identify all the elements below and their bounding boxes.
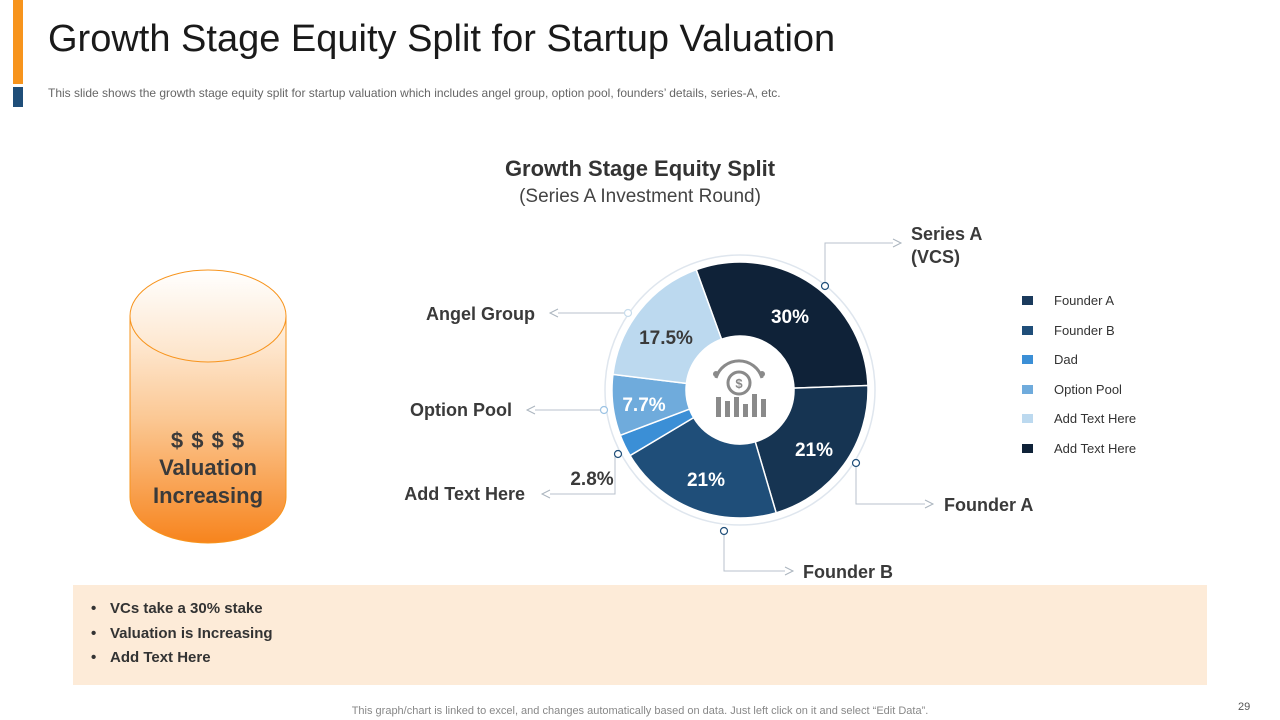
footer-note: This graph/chart is linked to excel, and… bbox=[351, 705, 929, 717]
legend-swatch bbox=[1022, 296, 1033, 306]
svg-text:$: $ bbox=[735, 376, 743, 391]
legend-item[interactable]: Add Text Here bbox=[1022, 404, 1136, 434]
legend-swatch bbox=[1022, 414, 1033, 424]
notes-box: VCs take a 30% stake Valuation is Increa… bbox=[73, 585, 1207, 685]
chart-legend: Founder A Founder B Dad Option Pool Add … bbox=[1022, 286, 1136, 463]
legend-item[interactable]: Founder B bbox=[1022, 316, 1136, 346]
legend-item[interactable]: Founder A bbox=[1022, 286, 1136, 316]
callout-founder-b: Founder B bbox=[803, 562, 893, 582]
callout-founder-a: Founder A bbox=[944, 495, 1033, 515]
valuation-icon: $ bbox=[713, 359, 766, 417]
valuation-cylinder bbox=[129, 269, 287, 544]
legend-swatch bbox=[1022, 355, 1033, 365]
note-item: VCs take a 30% stake bbox=[91, 597, 1207, 622]
legend-item[interactable]: Add Text Here bbox=[1022, 434, 1136, 464]
slice-label-angel-group: 17.5% bbox=[639, 328, 693, 349]
legend-label: Add Text Here bbox=[1054, 411, 1137, 427]
legend-swatch bbox=[1022, 325, 1033, 335]
legend-item[interactable]: Option Pool bbox=[1022, 375, 1136, 405]
page-number: 29 bbox=[1238, 701, 1251, 713]
callout-dots bbox=[599, 281, 861, 536]
legend-label: Founder B bbox=[1054, 322, 1115, 338]
legend-label: Dad bbox=[1054, 352, 1078, 368]
legend-label: Founder A bbox=[1054, 293, 1114, 309]
cylinder-caption: $ $ $ $ Valuation Increasing bbox=[130, 428, 286, 510]
slice-label-option-pool: 7.7% bbox=[622, 395, 665, 416]
note-item: Add Text Here bbox=[91, 646, 1207, 671]
slice-label-add-text: 2.8% bbox=[570, 469, 613, 490]
title-accent-bar bbox=[13, 0, 23, 84]
chart-subtitle: (Series A Investment Round) bbox=[519, 186, 761, 207]
callout-option-pool: Option Pool bbox=[410, 400, 512, 420]
legend-label: Option Pool bbox=[1054, 381, 1122, 397]
cylinder-increasing: Increasing bbox=[152, 483, 264, 508]
cylinder-valuation: Valuation bbox=[159, 455, 257, 480]
legend-swatch bbox=[1022, 443, 1033, 453]
callout-angel-group: Angel Group bbox=[426, 304, 535, 324]
callout-add-text: Add Text Here bbox=[404, 484, 525, 504]
slice-label-founder-b: 21% bbox=[687, 470, 725, 491]
cylinder-dollars: $ $ $ $ bbox=[170, 428, 246, 453]
slice-label-series-a: 30% bbox=[771, 307, 809, 328]
slice-label-founder-a: 21% bbox=[795, 440, 833, 461]
slide-subtitle: This slide shows the growth stage equity… bbox=[48, 86, 781, 100]
subtitle-accent-bar bbox=[13, 87, 23, 107]
donut-hole bbox=[686, 336, 794, 444]
callout-series-a: Series A bbox=[911, 224, 982, 244]
legend-item[interactable]: Dad bbox=[1022, 345, 1136, 375]
legend-label: Add Text Here bbox=[1054, 440, 1137, 456]
note-item: Valuation is Increasing bbox=[91, 622, 1207, 647]
legend-swatch bbox=[1022, 384, 1033, 394]
slide-title: Growth Stage Equity Split for Startup Va… bbox=[48, 18, 836, 60]
chart-title: Growth Stage Equity Split bbox=[504, 156, 776, 181]
callout-arrowheads bbox=[525, 238, 935, 576]
callout-series-a-sub: (VCS) bbox=[911, 247, 960, 267]
